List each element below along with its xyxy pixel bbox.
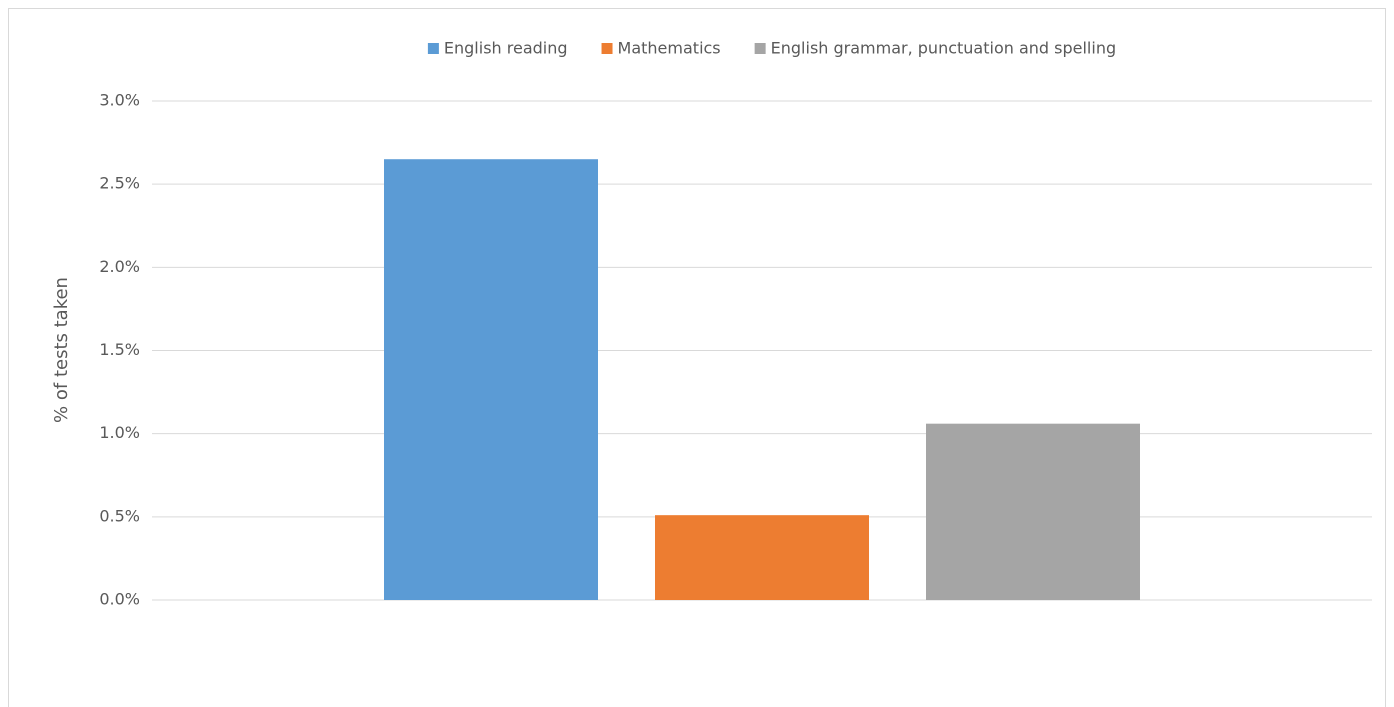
legend-swatch <box>754 43 766 54</box>
y-tick-label: 0.5% <box>99 506 140 525</box>
y-axis-title: % of tests taken <box>51 277 72 423</box>
chart-border <box>8 8 1386 707</box>
y-tick-label: 0.0% <box>99 590 140 609</box>
y-tick-label: 1.0% <box>99 423 140 442</box>
bar <box>655 515 869 600</box>
bar <box>926 423 1140 600</box>
y-tick-label: 3.0% <box>99 91 140 110</box>
legend-swatch <box>601 43 613 54</box>
y-tick-label: 2.0% <box>99 257 140 276</box>
y-tick-label: 2.5% <box>99 174 140 193</box>
legend-label: English reading <box>444 39 568 58</box>
bar <box>384 159 598 600</box>
legend-swatch <box>427 43 439 54</box>
y-tick-label: 1.5% <box>99 340 140 359</box>
legend-label: Mathematics <box>618 39 721 58</box>
legend-label: English grammar, punctuation and spellin… <box>771 39 1116 58</box>
